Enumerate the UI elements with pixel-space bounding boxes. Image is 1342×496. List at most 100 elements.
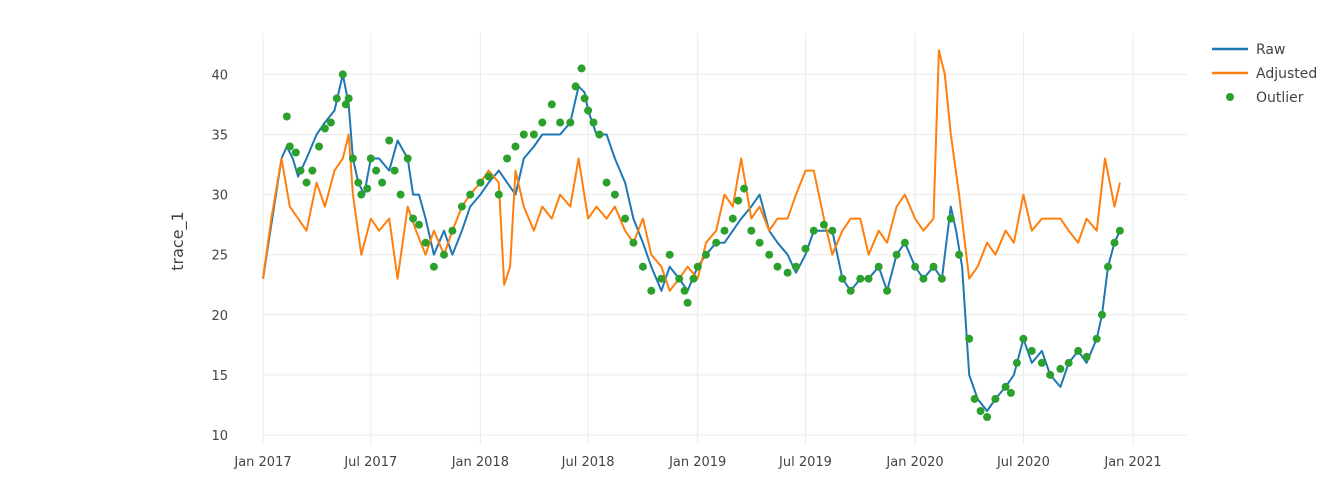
- outlier-point: [1056, 364, 1065, 373]
- y-tick-label: 20: [211, 309, 228, 324]
- outlier-point: [755, 238, 764, 247]
- outlier-point: [734, 196, 743, 205]
- outlier-point: [1027, 346, 1036, 355]
- outlier-point: [874, 262, 883, 271]
- outlier-point: [378, 178, 387, 187]
- outlier-point: [403, 154, 412, 163]
- outlier-point: [1006, 388, 1015, 397]
- x-tick-label: Jul 2017: [343, 455, 397, 470]
- outlier-point: [629, 238, 638, 247]
- outlier-point: [955, 250, 964, 259]
- y-tick-label: 15: [211, 369, 228, 384]
- x-tick-label: Jan 2020: [885, 455, 943, 470]
- outlier-point: [728, 214, 737, 223]
- series-layer: [262, 49, 1124, 421]
- outlier-point: [354, 178, 363, 187]
- outlier-point: [783, 268, 792, 277]
- outlier-point: [680, 286, 689, 295]
- outlier-point: [647, 286, 656, 295]
- outlier-point: [547, 100, 556, 109]
- legend-label: Adjusted: [1256, 66, 1317, 82]
- outlier-point: [556, 118, 565, 127]
- outlier-point: [415, 220, 423, 229]
- outlier-point: [621, 214, 630, 223]
- x-tick-label: Jan 2019: [668, 455, 726, 470]
- outlier-point: [302, 178, 311, 187]
- outlier-point: [1012, 358, 1021, 367]
- y-axis-label: trace_1: [168, 211, 188, 270]
- outlier-point: [589, 118, 598, 127]
- outlier-point: [946, 214, 955, 223]
- outlier-point: [965, 334, 974, 343]
- legend[interactable]: Raw Adjusted Outlier: [1212, 42, 1317, 106]
- outlier-point: [976, 407, 985, 415]
- outlier-point: [856, 274, 865, 283]
- outlier-point: [595, 130, 604, 139]
- outlier-point: [448, 226, 457, 235]
- outlier-point: [357, 190, 366, 199]
- outlier-point: [970, 394, 979, 403]
- outlier-point: [332, 94, 341, 103]
- outlier-point: [529, 130, 538, 139]
- outlier-point: [765, 250, 774, 259]
- outlier-point: [580, 94, 589, 103]
- outlier-point: [838, 274, 847, 283]
- outlier-point: [883, 286, 892, 295]
- outlier-point: [892, 250, 901, 259]
- legend-swatch-marker: [1226, 93, 1234, 101]
- outlier-point: [484, 172, 493, 181]
- y-tick-label: 25: [211, 249, 228, 264]
- outlier-point: [809, 226, 818, 235]
- outlier-point: [366, 154, 375, 163]
- outlier-point: [991, 394, 1000, 403]
- outlier-point: [1110, 238, 1119, 247]
- outlier-point: [1019, 334, 1028, 343]
- outlier-point: [638, 262, 647, 271]
- y-tick-label: 10: [211, 429, 228, 444]
- outlier-point: [689, 274, 698, 283]
- outlier-point: [577, 64, 586, 73]
- outlier-point: [320, 124, 329, 133]
- y-tick-label: 30: [211, 189, 228, 204]
- outlier-point: [846, 286, 855, 295]
- outlier-point: [702, 250, 710, 259]
- outlier-point: [900, 238, 909, 247]
- outlier-point: [1098, 310, 1106, 319]
- outlier-point: [308, 166, 317, 175]
- outlier-point: [282, 112, 291, 121]
- outlier-point: [341, 100, 350, 109]
- y-axis-ticks: 10 15 20 25 30 35 40: [211, 68, 228, 444]
- outlier-point: [801, 244, 810, 253]
- outlier-point: [665, 250, 674, 259]
- outlier-point: [538, 118, 547, 127]
- outlier-point: [296, 166, 305, 175]
- x-tick-label: Jul 2018: [561, 455, 615, 470]
- legend-item-adjusted[interactable]: Adjusted: [1212, 66, 1317, 82]
- outlier-point: [602, 178, 611, 187]
- outlier-point: [1037, 358, 1046, 367]
- outlier-point: [1064, 358, 1073, 367]
- outlier-point: [409, 214, 418, 223]
- outlier-point: [566, 118, 575, 127]
- x-tick-label: Jul 2020: [996, 455, 1050, 470]
- legend-item-raw[interactable]: Raw: [1212, 42, 1285, 58]
- outlier-point: [1046, 370, 1055, 379]
- outlier-point: [919, 274, 928, 283]
- outlier-point: [675, 274, 684, 283]
- series-line-raw: [262, 73, 1121, 412]
- legend-item-outlier[interactable]: Outlier: [1226, 90, 1304, 106]
- outlier-point: [372, 166, 381, 175]
- outlier-point: [683, 298, 692, 307]
- outlier-point: [421, 238, 430, 247]
- legend-label: Raw: [1256, 42, 1285, 58]
- outlier-point: [285, 142, 294, 151]
- outlier-point: [1115, 226, 1124, 235]
- x-tick-label: Jan 2018: [451, 455, 509, 470]
- outlier-point: [494, 190, 503, 199]
- outlier-point: [792, 262, 800, 271]
- outlier-point: [291, 148, 300, 157]
- outlier-point: [457, 202, 466, 211]
- outlier-point: [712, 238, 721, 247]
- outlier-point: [385, 136, 394, 145]
